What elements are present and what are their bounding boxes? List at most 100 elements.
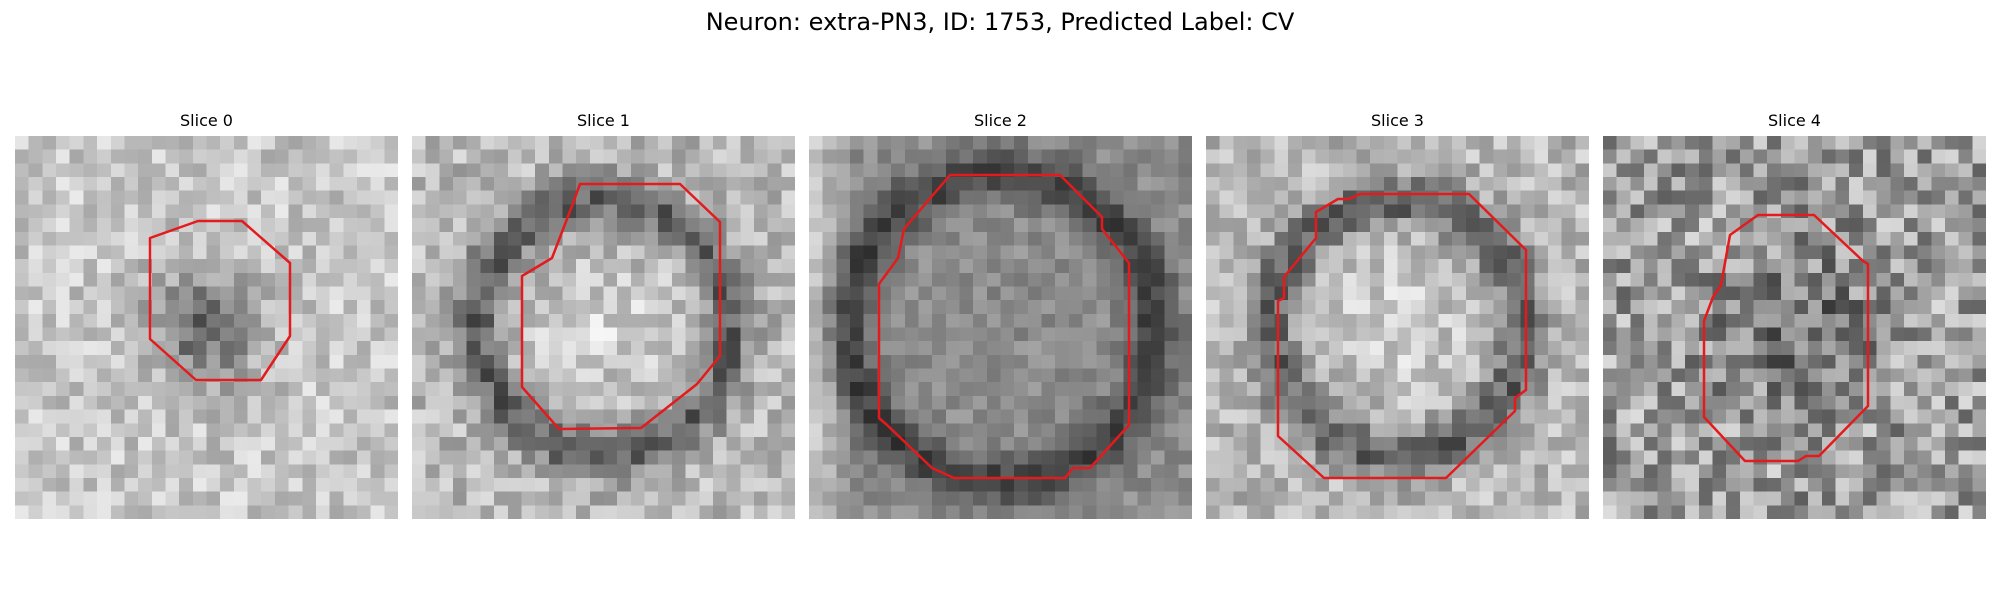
image-pixel xyxy=(1438,341,1453,356)
image-pixel xyxy=(42,327,57,342)
image-pixel xyxy=(56,505,71,519)
image-pixel xyxy=(1493,491,1508,506)
image-pixel xyxy=(1876,313,1891,329)
image-pixel xyxy=(356,491,372,506)
image-pixel xyxy=(453,464,468,479)
image-pixel xyxy=(1753,231,1768,247)
image-pixel xyxy=(274,505,290,519)
image-pixel xyxy=(548,163,564,178)
image-pixel xyxy=(671,409,687,424)
image-pixel xyxy=(1903,190,1919,205)
image-pixel xyxy=(1329,313,1344,329)
image-pixel xyxy=(1479,272,1494,288)
image-pixel xyxy=(233,382,249,397)
image-pixel xyxy=(973,423,988,438)
image-pixel xyxy=(315,218,331,233)
image-pixel xyxy=(1561,272,1576,288)
image-pixel xyxy=(1247,313,1262,329)
image-pixel xyxy=(1479,245,1494,260)
image-pixel xyxy=(124,163,139,178)
image-pixel xyxy=(1342,491,1358,506)
image-pixel xyxy=(1329,491,1344,506)
image-pixel xyxy=(603,477,618,493)
image-pixel xyxy=(151,190,167,205)
image-pixel xyxy=(1164,395,1179,411)
image-pixel xyxy=(1534,163,1549,178)
image-pixel xyxy=(932,368,947,383)
image-pixel xyxy=(56,177,71,192)
image-pixel xyxy=(42,177,57,192)
image-pixel xyxy=(1493,190,1508,205)
image-pixel xyxy=(1712,204,1727,219)
image-pixel xyxy=(918,259,933,274)
image-pixel xyxy=(165,313,180,329)
image-pixel xyxy=(850,450,865,465)
image-pixel xyxy=(1917,368,1932,383)
image-pixel xyxy=(1657,300,1672,315)
image-pixel xyxy=(233,300,249,315)
image-pixel xyxy=(1178,245,1192,260)
image-pixel xyxy=(1096,341,1111,356)
image-pixel xyxy=(863,149,878,164)
image-pixel xyxy=(220,190,235,205)
image-pixel xyxy=(589,245,605,260)
image-pixel xyxy=(1917,450,1932,465)
image-pixel xyxy=(603,491,618,506)
image-pixel xyxy=(1082,259,1097,274)
image-pixel xyxy=(1288,354,1303,370)
image-pixel xyxy=(1972,190,1986,205)
image-pixel xyxy=(904,272,920,288)
image-pixel xyxy=(1685,286,1700,301)
image-pixel xyxy=(1150,259,1166,274)
image-pixel xyxy=(179,300,194,315)
image-pixel xyxy=(781,313,795,329)
image-pixel xyxy=(233,436,249,452)
image-pixel xyxy=(1876,382,1891,397)
image-pixel xyxy=(671,190,687,205)
image-pixel xyxy=(1055,327,1070,342)
image-pixel xyxy=(1123,300,1138,315)
image-pixel xyxy=(1342,395,1358,411)
image-pixel xyxy=(288,245,303,260)
image-pixel xyxy=(83,272,98,288)
image-pixel xyxy=(699,231,714,247)
image-pixel xyxy=(1698,272,1714,288)
image-pixel xyxy=(1780,218,1796,233)
image-pixel xyxy=(1931,300,1946,315)
image-pixel xyxy=(1685,177,1700,192)
image-pixel xyxy=(904,245,920,260)
image-pixel xyxy=(69,491,84,506)
image-pixel xyxy=(1903,477,1919,493)
image-pixel xyxy=(1780,382,1796,397)
image-pixel xyxy=(1150,218,1166,233)
image-pixel xyxy=(1219,354,1234,370)
image-pixel xyxy=(356,231,372,247)
image-pixel xyxy=(1000,368,1015,383)
image-pixel xyxy=(1315,313,1330,329)
image-pixel xyxy=(535,286,550,301)
image-pixel xyxy=(453,231,468,247)
image-pixel xyxy=(1383,218,1399,233)
image-pixel xyxy=(247,477,262,493)
image-pixel xyxy=(1452,395,1467,411)
image-pixel xyxy=(1055,272,1070,288)
image-pixel xyxy=(1301,491,1317,506)
image-pixel xyxy=(548,327,564,342)
image-pixel xyxy=(179,382,194,397)
image-pixel xyxy=(1890,231,1905,247)
image-pixel xyxy=(945,136,961,151)
image-pixel xyxy=(1260,245,1275,260)
image-pixel xyxy=(1876,354,1891,370)
image-pixel xyxy=(1424,177,1440,192)
image-pixel xyxy=(576,450,591,465)
image-pixel xyxy=(1903,245,1919,260)
image-pixel xyxy=(617,450,632,465)
image-pixel xyxy=(1726,259,1741,274)
image-pixel xyxy=(658,163,673,178)
image-pixel xyxy=(1616,423,1631,438)
image-pixel xyxy=(1520,204,1535,219)
image-pixel xyxy=(1274,218,1289,233)
image-pixel xyxy=(206,163,221,178)
image-pixel xyxy=(1671,177,1686,192)
image-pixel xyxy=(1260,491,1275,506)
